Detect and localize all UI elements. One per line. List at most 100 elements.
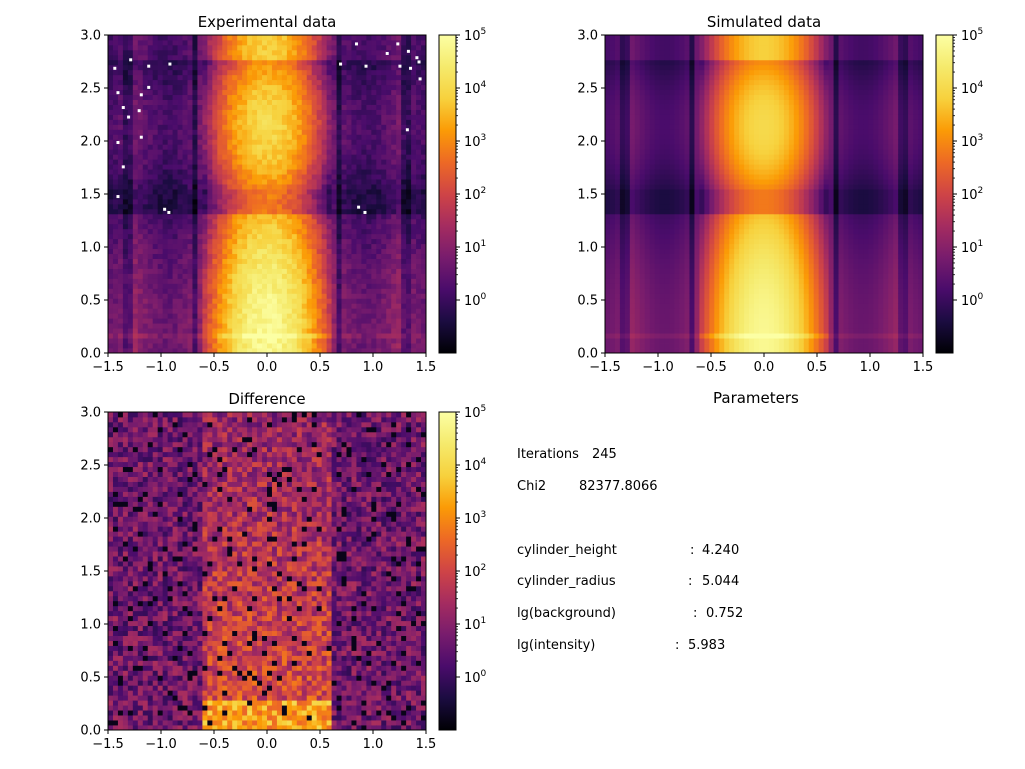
heatmap-cell xyxy=(366,208,372,215)
heatmap-cell xyxy=(386,268,392,274)
heatmap-cell xyxy=(346,49,352,56)
heatmap-cell xyxy=(192,313,198,319)
heatmap-cell xyxy=(237,89,243,96)
heatmap-cell xyxy=(406,303,412,309)
heatmap-cell xyxy=(271,228,278,235)
heatmap-cell xyxy=(624,144,631,150)
heatmap-cell xyxy=(202,283,208,289)
heatmap-cell xyxy=(411,258,417,264)
heatmap-cell xyxy=(306,338,313,344)
heatmap-cell xyxy=(127,308,134,314)
heatmap-cell xyxy=(306,184,313,190)
heatmap-cell xyxy=(614,94,621,100)
heatmap-cell xyxy=(296,323,303,329)
heatmap-cell xyxy=(108,293,114,299)
heatmap-cell xyxy=(197,189,203,195)
heatmap-cell xyxy=(257,35,263,41)
heatmap-cell xyxy=(351,213,357,220)
heatmap-cell xyxy=(654,338,661,344)
heatmap-cell xyxy=(296,194,303,200)
heatmap-cell xyxy=(202,308,208,314)
heatmap-cell xyxy=(197,213,203,220)
heatmap-cell xyxy=(247,328,253,334)
heatmap-cell xyxy=(381,104,387,110)
heatmap-cell xyxy=(117,74,124,81)
heatmap-cell xyxy=(366,308,372,314)
heatmap-cell xyxy=(629,84,636,91)
heatmap-cell xyxy=(112,39,119,46)
heatmap-cell xyxy=(127,79,134,86)
heatmap-cell xyxy=(167,268,173,274)
heatmap-cell xyxy=(157,104,164,110)
heatmap-cell xyxy=(286,283,293,289)
heatmap-cell xyxy=(361,308,367,314)
heatmap-cell xyxy=(276,348,283,354)
heatmap-cell xyxy=(257,79,263,86)
heatmap-cell xyxy=(401,159,407,165)
heatmap-cell xyxy=(227,154,233,160)
heatmap-cell xyxy=(614,258,621,264)
heatmap-cell xyxy=(301,348,308,354)
heatmap-cell xyxy=(267,54,273,61)
heatmap-cell xyxy=(132,253,139,259)
heatmap-cell xyxy=(609,139,616,145)
heatmap-cell xyxy=(316,243,323,250)
heatmap-cell xyxy=(396,218,402,225)
heatmap-cell xyxy=(232,333,238,339)
heatmap-cell xyxy=(112,323,119,329)
heatmap-cell xyxy=(112,174,119,180)
heatmap-cell xyxy=(386,164,392,170)
heatmap-cell xyxy=(396,303,402,309)
heatmap-cell xyxy=(108,248,114,255)
heatmap-cell xyxy=(227,293,233,299)
heatmap-cell xyxy=(386,59,392,66)
heatmap-cell xyxy=(271,39,278,46)
heatmap-cell xyxy=(291,79,298,86)
heatmap-cell xyxy=(346,263,352,269)
heatmap-cell xyxy=(629,139,636,145)
heatmap-cell xyxy=(624,338,631,344)
heatmap-cell xyxy=(222,119,228,125)
heatmap-cell xyxy=(386,253,392,259)
heatmap-cell xyxy=(381,89,387,96)
heatmap-cell xyxy=(286,124,293,130)
heatmap-cell xyxy=(421,119,427,125)
heatmap-cell xyxy=(157,228,164,235)
heatmap-cell xyxy=(376,343,382,349)
heatmap-cell xyxy=(197,144,203,150)
heatmap-cell xyxy=(142,79,149,86)
heatmap-cell xyxy=(192,258,198,264)
heatmap-cell xyxy=(162,303,169,309)
heatmap-cell xyxy=(271,69,278,76)
heatmap-cell xyxy=(257,104,263,110)
heatmap-cell xyxy=(351,174,357,180)
heatmap-cell xyxy=(247,154,253,160)
heatmap-cell xyxy=(311,179,318,185)
heatmap-cell xyxy=(326,323,332,329)
heatmap-cell xyxy=(207,278,213,284)
heatmap-cell xyxy=(207,238,213,245)
heatmap-cell xyxy=(366,273,372,279)
heatmap-cell xyxy=(152,213,159,220)
heatmap-cell xyxy=(644,119,651,125)
heatmap-cell xyxy=(371,338,377,344)
heatmap-cell xyxy=(137,35,144,41)
heatmap-cell xyxy=(276,338,283,344)
heatmap-cell xyxy=(396,94,402,100)
heatmap-cell xyxy=(267,253,273,259)
heatmap-cell xyxy=(296,99,303,105)
heatmap-cell xyxy=(117,313,124,319)
heatmap-cell xyxy=(142,134,149,140)
heatmap-cell xyxy=(605,203,611,210)
heatmap-cell xyxy=(157,194,164,200)
heatmap-cell xyxy=(391,283,397,289)
heatmap-cell xyxy=(331,278,337,284)
heatmap-cell xyxy=(341,99,347,105)
heatmap-cell xyxy=(112,69,119,76)
heatmap-cell xyxy=(326,223,332,230)
heatmap-cell xyxy=(227,164,233,170)
heatmap-cell xyxy=(396,338,402,344)
heatmap-cell xyxy=(411,343,417,349)
heatmap-cell xyxy=(416,298,422,304)
heatmap-cell xyxy=(296,253,303,259)
